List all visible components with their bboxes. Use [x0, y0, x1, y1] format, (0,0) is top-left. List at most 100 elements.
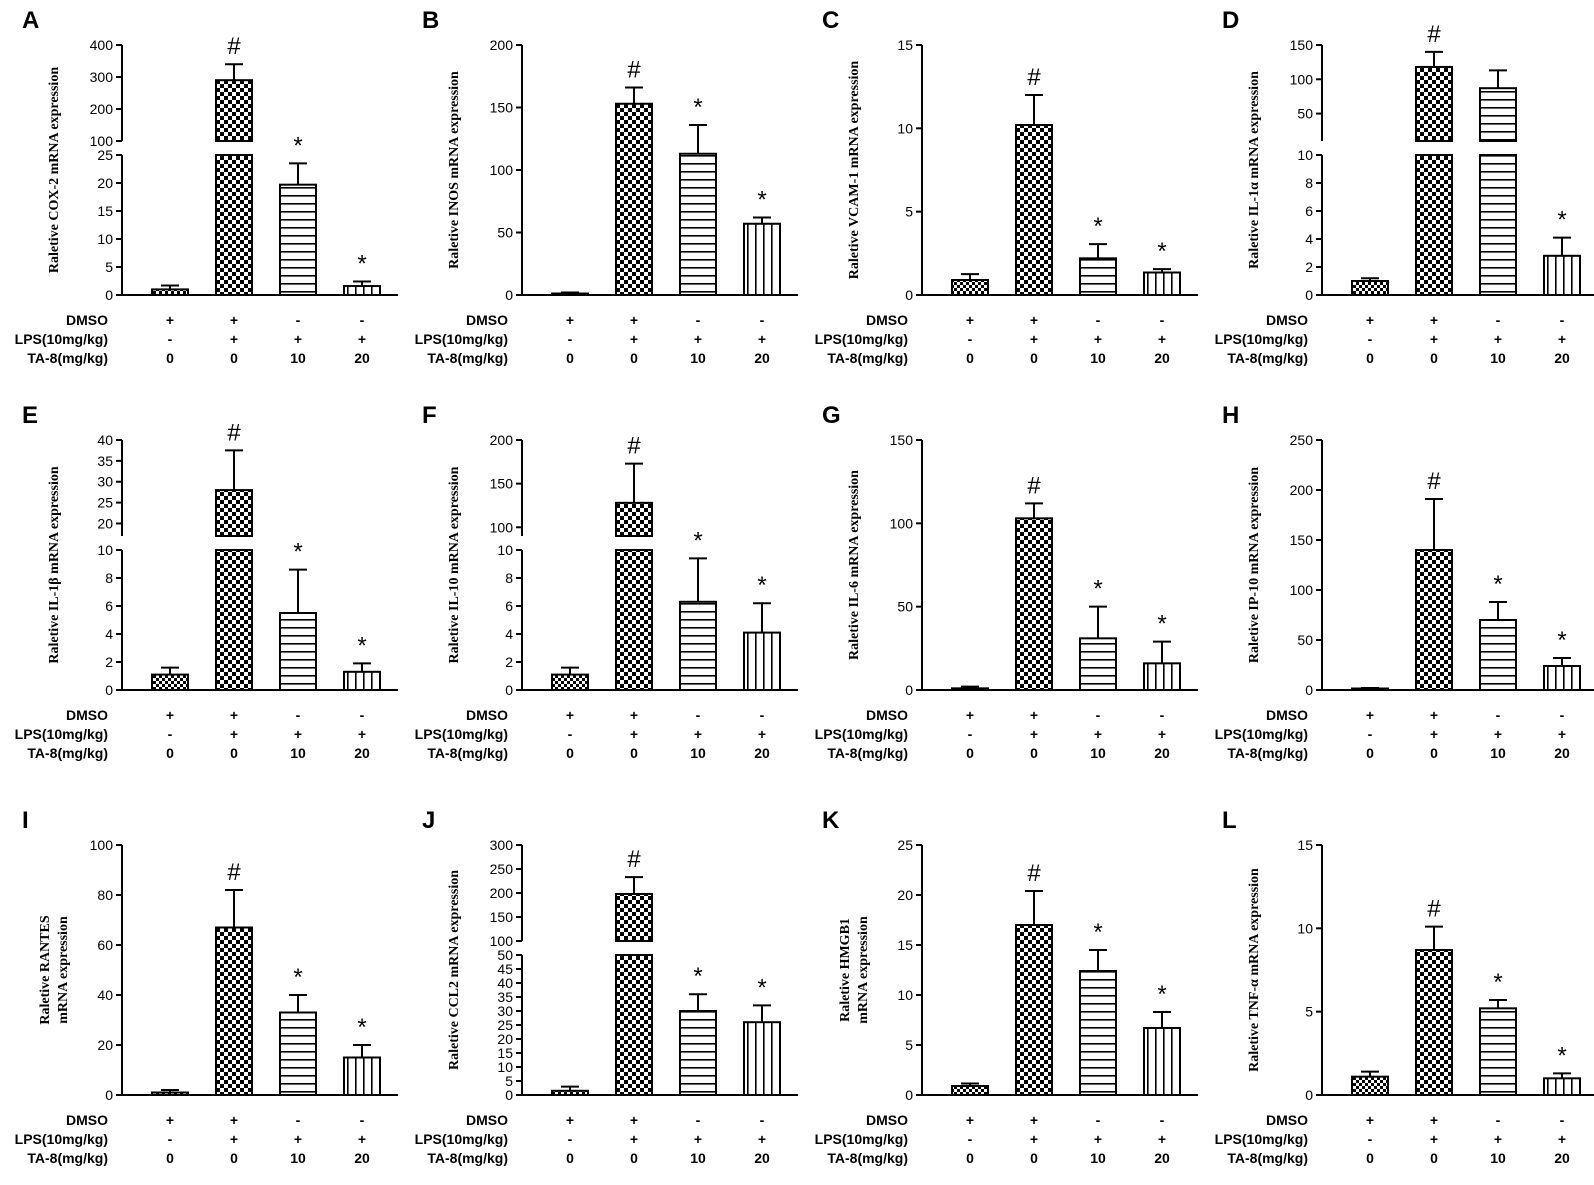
treatment-cell: + — [294, 1131, 302, 1147]
treatment-cell: - — [696, 707, 701, 723]
panel-letter: H — [1222, 402, 1239, 429]
y-tick-label: 8 — [505, 570, 513, 586]
treatment-cell: + — [1030, 312, 1038, 328]
bar — [1144, 272, 1180, 295]
treatment-cell: 0 — [630, 745, 638, 761]
treatment-cell: - — [568, 331, 573, 347]
bar — [1080, 638, 1116, 690]
bar — [152, 1092, 188, 1095]
panel-letter: J — [422, 807, 435, 834]
treatment-cell: + — [1366, 707, 1374, 723]
y-tick-label: 0 — [905, 682, 913, 698]
treatment-row-label: DMSO — [466, 312, 508, 328]
treatment-row-label: DMSO — [466, 707, 508, 723]
y-axis-label: Raletive VCAM-1 mRNA expression — [847, 61, 862, 280]
treatment-row-label: LPS(10mg/kg) — [415, 331, 508, 347]
y-tick-label: 300 — [90, 69, 114, 85]
y-tick-label: 4 — [505, 626, 513, 642]
treatment-cell: + — [166, 707, 174, 723]
bar — [744, 223, 780, 295]
y-axis-label: mRNA expression — [56, 916, 71, 1024]
y-tick-label: 30 — [97, 474, 113, 490]
treatment-cell: - — [1560, 707, 1565, 723]
treatment-cell: - — [1160, 707, 1165, 723]
bar — [952, 280, 988, 295]
treatment-cell: - — [1096, 312, 1101, 328]
treatment-cell: - — [968, 331, 973, 347]
significance-marker: * — [757, 572, 766, 599]
significance-marker: * — [757, 187, 766, 214]
treatment-cell: + — [1030, 1112, 1038, 1128]
bar — [1544, 666, 1580, 690]
treatment-cell: - — [1496, 312, 1501, 328]
y-tick-label: 0 — [905, 287, 913, 303]
treatment-row-label: LPS(10mg/kg) — [815, 1131, 908, 1147]
bar-break-gap — [215, 141, 253, 155]
bar — [1352, 1076, 1388, 1095]
treatment-cell: - — [568, 1131, 573, 1147]
bar — [280, 184, 316, 295]
treatment-row-label: TA-8(mg/kg) — [427, 745, 508, 761]
bar-outline-lower — [615, 549, 653, 691]
treatment-cell: - — [1560, 312, 1565, 328]
significance-marker: * — [1157, 611, 1166, 638]
treatment-cell: - — [1160, 1112, 1165, 1128]
treatment-cell: 0 — [230, 1150, 238, 1166]
significance-marker: * — [1493, 571, 1502, 598]
bar — [1144, 1028, 1180, 1095]
treatment-cell: + — [294, 331, 302, 347]
y-tick-label: 8 — [1305, 175, 1313, 191]
y-axis-label: Raletive HMGB1 — [838, 918, 853, 1022]
y-tick-label: 10 — [1297, 920, 1313, 936]
significance-marker: # — [1427, 468, 1441, 495]
treatment-cell: 0 — [1430, 350, 1438, 366]
treatment-cell: + — [1558, 331, 1566, 347]
treatment-cell: 10 — [1090, 745, 1106, 761]
treatment-cell: + — [966, 312, 974, 328]
y-tick-label: 150 — [490, 909, 514, 925]
panel-L: L Raletive TNF-α mRNA expression 0 5 10 15 # * *… — [1215, 807, 1594, 1166]
treatment-cell: + — [1094, 331, 1102, 347]
y-tick-label: 2 — [1305, 259, 1313, 275]
bar-outline-lower — [215, 549, 253, 691]
treatment-cell: - — [360, 707, 365, 723]
treatment-cell: 0 — [966, 745, 974, 761]
significance-marker: # — [1027, 472, 1041, 499]
treatment-row-label: TA-8(mg/kg) — [1227, 1150, 1308, 1166]
treatment-cell: 0 — [630, 1150, 638, 1166]
treatment-row-label: DMSO — [866, 707, 908, 723]
treatment-cell: - — [296, 312, 301, 328]
bar — [216, 80, 252, 295]
bar — [216, 490, 252, 690]
treatment-cell: + — [1030, 331, 1038, 347]
treatment-cell: 0 — [1366, 350, 1374, 366]
treatment-cell: + — [1094, 726, 1102, 742]
panel-letter: L — [1222, 807, 1237, 834]
significance-marker: * — [1093, 919, 1102, 946]
bar — [616, 502, 652, 690]
treatment-cell: - — [360, 312, 365, 328]
treatment-cell: 10 — [690, 1150, 706, 1166]
treatment-cell: + — [230, 707, 238, 723]
y-tick-label: 10 — [497, 1059, 513, 1075]
treatment-cell: 10 — [1090, 350, 1106, 366]
treatment-cell: - — [760, 707, 765, 723]
bar-break-gap — [215, 536, 253, 550]
treatment-cell: + — [630, 726, 638, 742]
y-tick-label: 25 — [97, 147, 113, 163]
y-tick-label: 0 — [505, 287, 513, 303]
treatment-cell: + — [758, 726, 766, 742]
panel-C: C Raletive VCAM-1 mRNA expression 0 5 10 15 # *… — [815, 7, 1198, 366]
treatment-cell: + — [358, 726, 366, 742]
treatment-cell: - — [1368, 1131, 1373, 1147]
significance-marker: * — [357, 251, 366, 278]
bar-break-gap — [1479, 141, 1517, 155]
y-tick-label: 10 — [497, 542, 513, 558]
treatment-row-label: DMSO — [66, 1112, 108, 1128]
significance-marker: # — [627, 433, 641, 460]
treatment-cell: 0 — [166, 350, 174, 366]
treatment-row-label: LPS(10mg/kg) — [415, 1131, 508, 1147]
bar-outline-lower — [1415, 154, 1453, 296]
